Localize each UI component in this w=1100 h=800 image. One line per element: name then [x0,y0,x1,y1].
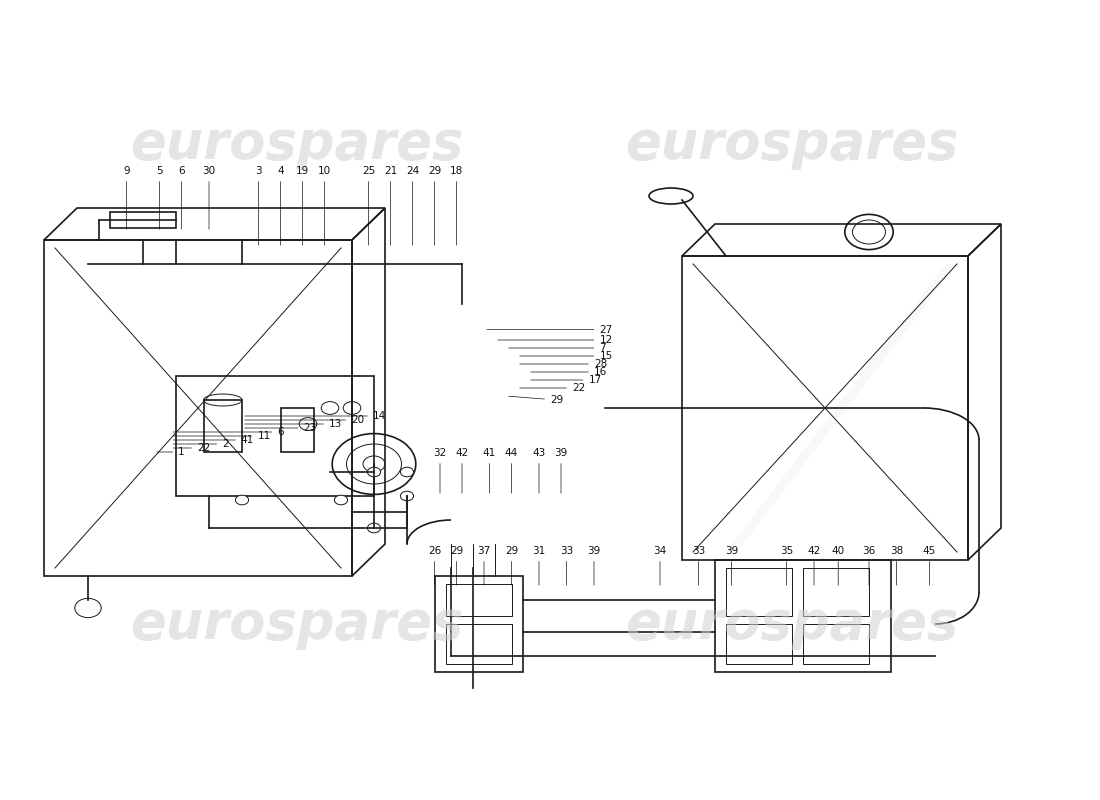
Text: eurospares: eurospares [625,598,959,650]
Text: 36: 36 [862,546,876,586]
Bar [434,576,522,672]
Text: 41: 41 [174,435,254,445]
Text: 40: 40 [832,546,845,586]
Text: 3: 3 [255,166,262,246]
Text: 16: 16 [531,367,607,377]
Text: 10: 10 [318,166,331,246]
Text: 2: 2 [174,439,229,449]
Text: 23: 23 [245,423,317,433]
Text: 5: 5 [156,166,163,230]
Bar [726,624,792,664]
Bar [280,408,314,452]
Circle shape [367,467,381,477]
Bar [715,560,891,672]
Bar [726,568,792,616]
Bar [446,624,512,664]
Text: 12: 12 [498,335,613,345]
Text: 38: 38 [890,546,903,586]
Text: 29: 29 [450,546,463,586]
Text: 25: 25 [362,166,375,246]
Text: 34: 34 [653,546,667,586]
Circle shape [367,523,381,533]
Text: 30: 30 [202,166,216,230]
Text: 6: 6 [174,427,284,437]
Circle shape [400,491,414,501]
Text: 15: 15 [520,351,613,361]
Text: 42: 42 [807,546,821,586]
Text: 6: 6 [178,166,185,230]
Text: 4: 4 [277,166,284,246]
Polygon shape [726,264,957,552]
Text: 11: 11 [174,431,271,441]
Text: 33: 33 [692,546,705,586]
Text: 17: 17 [531,375,602,385]
Text: 1: 1 [157,447,185,457]
Circle shape [334,495,348,505]
Text: 39: 39 [554,448,568,494]
Text: eurospares: eurospares [130,598,464,650]
Bar [803,568,869,616]
Text: 39: 39 [587,546,601,586]
Text: 26: 26 [428,546,441,586]
Text: 28: 28 [520,359,607,369]
Text: 41: 41 [483,448,496,494]
Text: 19: 19 [296,166,309,246]
Text: 35: 35 [780,546,793,586]
Text: 37: 37 [477,546,491,586]
Text: 13: 13 [245,419,342,429]
Text: 44: 44 [505,448,518,494]
Text: 43: 43 [532,448,546,494]
Text: 27: 27 [487,325,613,334]
Text: 39: 39 [725,546,738,586]
Text: 22: 22 [520,383,585,393]
Text: 29: 29 [505,546,518,586]
Circle shape [400,467,414,477]
Text: 29: 29 [428,166,441,246]
Text: 22: 22 [174,443,210,453]
Text: 33: 33 [560,546,573,586]
Text: 32: 32 [433,448,447,494]
Text: 42: 42 [455,448,469,494]
Circle shape [235,495,249,505]
Text: 14: 14 [245,411,386,421]
Text: 24: 24 [406,166,419,246]
Bar [204,400,242,452]
Text: 18: 18 [450,166,463,246]
Text: 45: 45 [923,546,936,586]
Text: 29: 29 [509,395,563,405]
Text: eurospares: eurospares [130,118,464,170]
Text: 7: 7 [509,343,606,353]
Bar [110,212,176,228]
Text: eurospares: eurospares [625,118,959,170]
Text: 9: 9 [123,166,130,230]
Text: 31: 31 [532,546,546,586]
Bar [446,584,512,616]
Text: 21: 21 [384,166,397,246]
Bar [176,376,374,496]
Text: 20: 20 [245,415,364,425]
Bar [803,624,869,664]
